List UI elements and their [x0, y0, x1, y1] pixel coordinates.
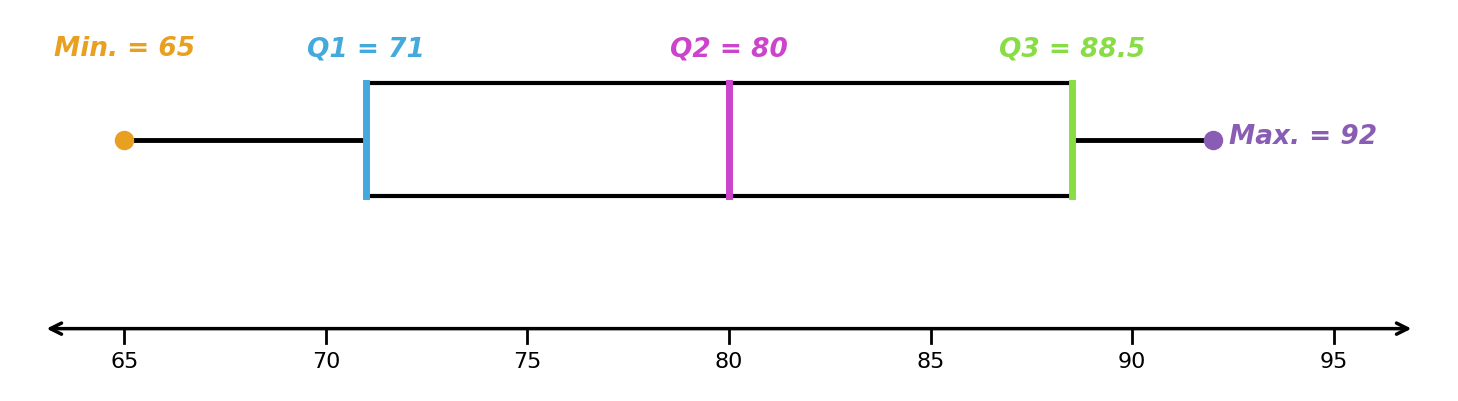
Text: 80: 80 — [714, 351, 744, 371]
Text: 95: 95 — [1319, 351, 1347, 371]
Text: 90: 90 — [1118, 351, 1146, 371]
Text: Max. = 92: Max. = 92 — [1229, 124, 1376, 149]
Text: Q2 = 80: Q2 = 80 — [671, 36, 787, 62]
Text: 70: 70 — [312, 351, 340, 371]
Text: Q1 = 71: Q1 = 71 — [308, 36, 426, 62]
Bar — [366, 84, 1072, 196]
Text: 85: 85 — [917, 351, 945, 371]
Text: Min. = 65: Min. = 65 — [54, 36, 195, 62]
Text: 75: 75 — [513, 351, 541, 371]
Text: Q3 = 88.5: Q3 = 88.5 — [999, 36, 1145, 62]
Text: 65: 65 — [111, 351, 139, 371]
